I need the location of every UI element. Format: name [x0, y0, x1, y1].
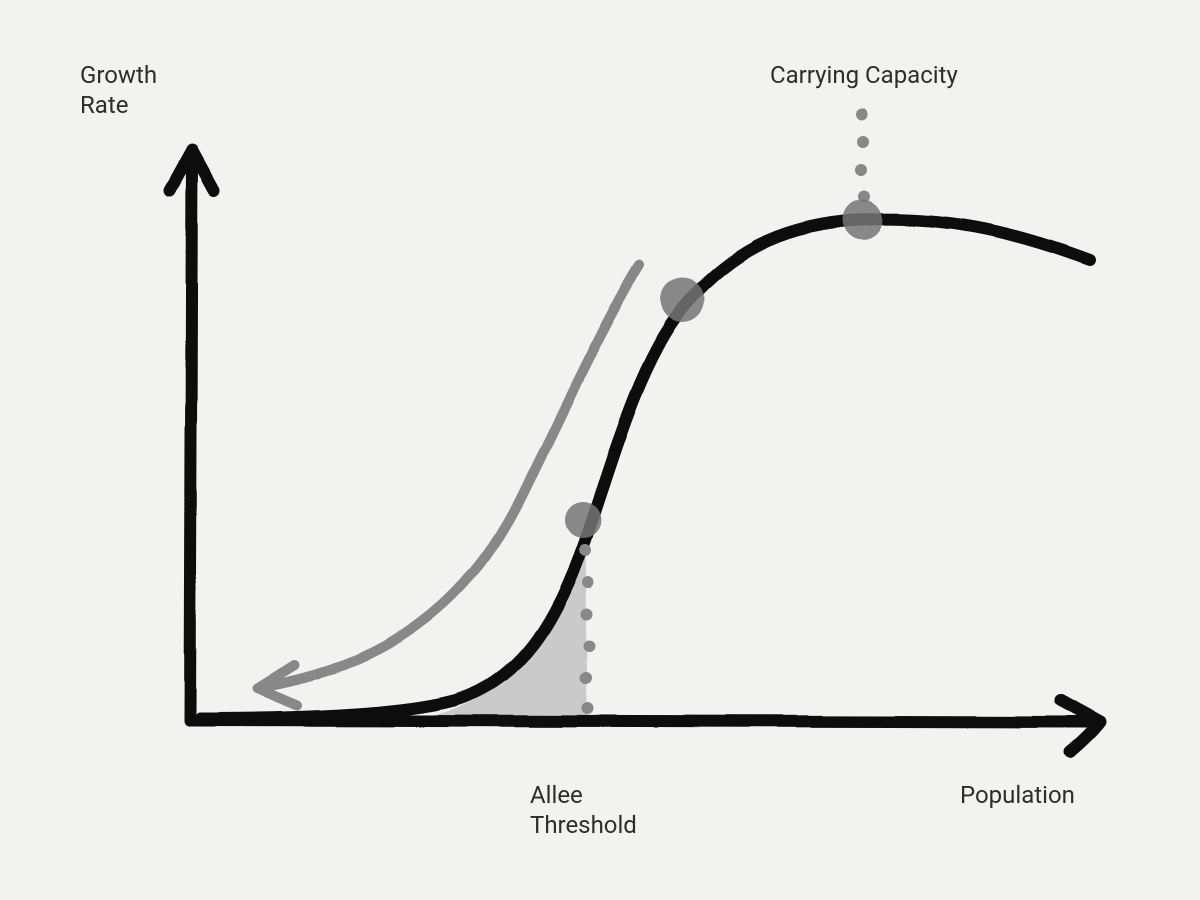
- allee-threshold-label: Allee Threshold: [530, 780, 637, 840]
- y-axis-label: Growth Rate: [80, 60, 157, 120]
- chart-svg: [0, 0, 1200, 900]
- mid-curve-point: [661, 278, 705, 322]
- allee-dotted-line: [580, 672, 592, 684]
- allee-dotted-line: [583, 640, 595, 652]
- capacity-dotted-line: [858, 136, 870, 148]
- carrying-capacity-point: [843, 200, 883, 240]
- allee-dotted-line: [582, 576, 594, 588]
- allee-dotted-line: [582, 702, 594, 714]
- allee-effect-chart: Growth Rate Population Allee Threshold C…: [0, 0, 1200, 900]
- allee-threshold-point: [565, 502, 601, 538]
- allee-dotted-line: [580, 608, 592, 620]
- chart-background: [0, 0, 1200, 900]
- x-axis-label: Population: [960, 780, 1075, 810]
- capacity-dotted-line: [857, 109, 869, 121]
- carrying-capacity-label: Carrying Capacity: [770, 60, 958, 90]
- capacity-dotted-line: [856, 164, 868, 176]
- allee-dotted-line: [579, 544, 591, 556]
